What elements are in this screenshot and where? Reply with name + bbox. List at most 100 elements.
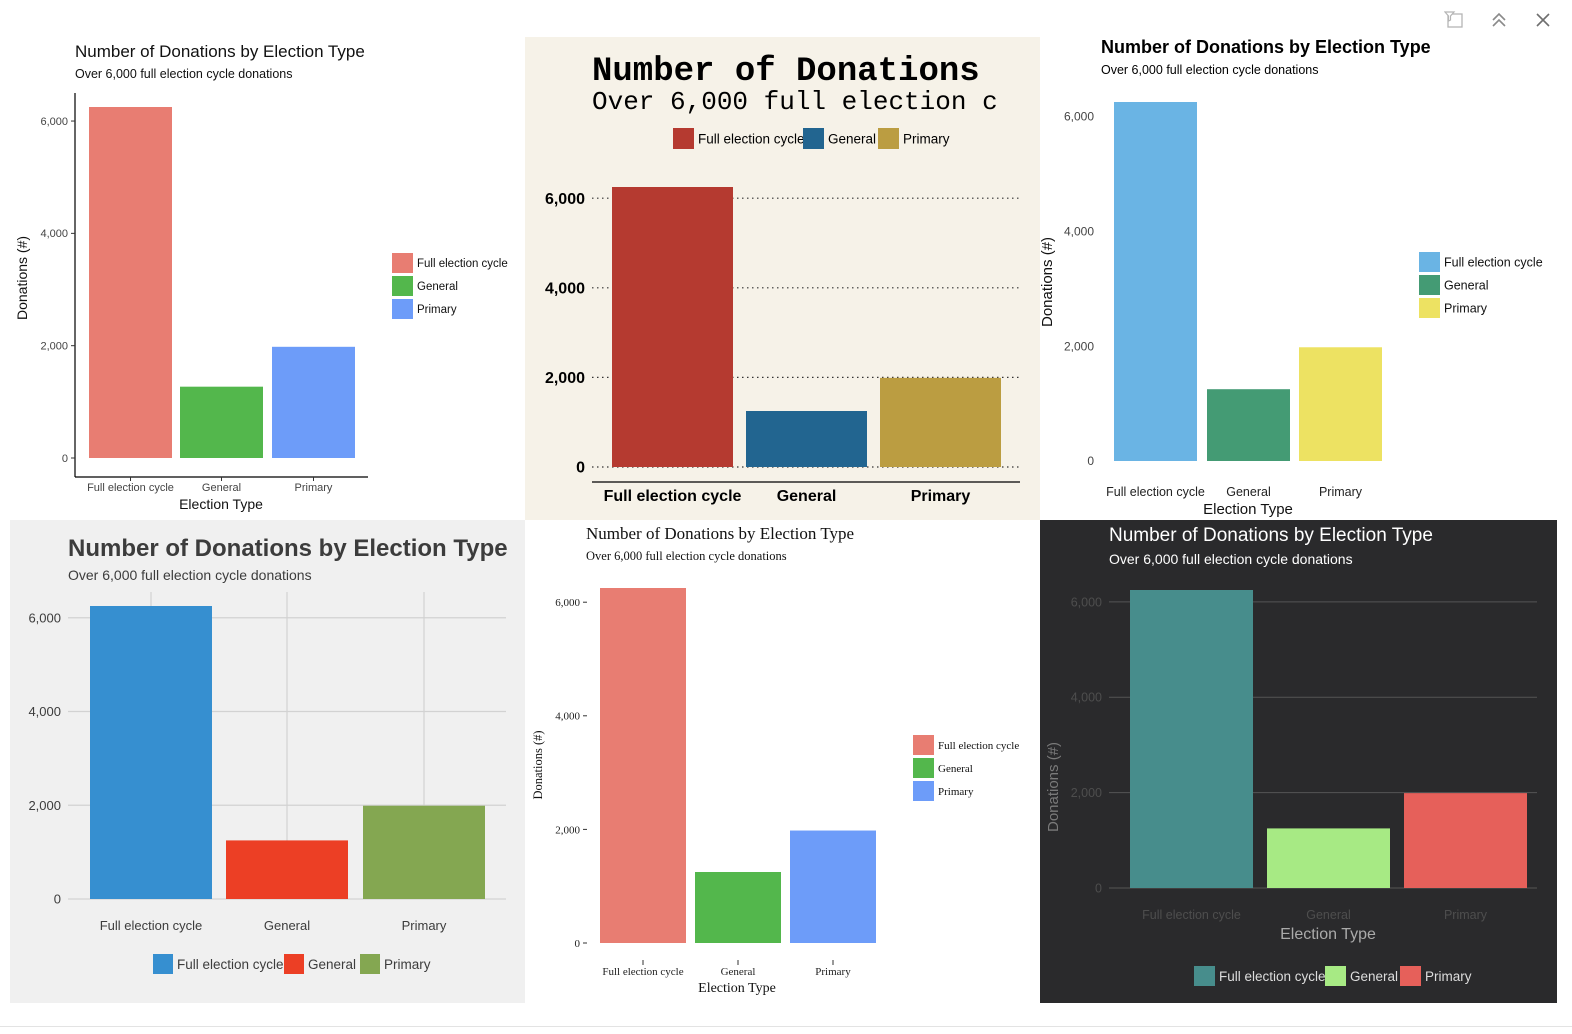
chart-svg: 0 2,000 4,000 6,000 Full election cycle Gener… xyxy=(525,37,1040,520)
y-tick-label: 6,000 xyxy=(1064,110,1094,124)
y-tick-label: 4,000 xyxy=(40,228,68,240)
x-tick-label: Primary xyxy=(911,488,971,505)
chart-subtitle: Over 6,000 full election cycle donations xyxy=(68,567,312,583)
x-tick-label: Full election cycle xyxy=(604,488,742,505)
legend-swatch xyxy=(1419,252,1440,272)
x-axis-label: Election Type xyxy=(1280,926,1376,943)
bar xyxy=(1267,828,1390,888)
y-tick-label: 4,000 xyxy=(555,711,580,723)
chart-subtitle: Over 6,000 full election cycle donations xyxy=(1101,63,1319,77)
y-tick-label: 6,000 xyxy=(545,191,585,208)
x-tick-label: General xyxy=(777,488,837,505)
bar xyxy=(880,377,1001,467)
y-tick-label: 2,000 xyxy=(1071,786,1102,800)
chart-svg: 0 2,000 4,000 6,000 Full election cycle Gener… xyxy=(1040,30,1572,520)
close-icon xyxy=(1536,13,1550,27)
x-tick-label: General xyxy=(721,966,756,978)
legend-label: Primary xyxy=(1425,969,1472,984)
y-tick-label: 0 xyxy=(575,938,581,950)
legend-swatch xyxy=(913,735,934,755)
y-tick-label: 4,000 xyxy=(1071,691,1102,705)
y-tick-label: 6,000 xyxy=(28,610,61,625)
y-tick-label: 0 xyxy=(1095,881,1102,895)
x-axis-label: Election Type xyxy=(698,981,776,996)
chart-classic: 0 2,000 4,000 6,000 Full election cycle Gener… xyxy=(0,30,525,520)
y-tick-label: 2,000 xyxy=(1064,339,1094,353)
bar xyxy=(1130,590,1253,888)
y-axis-label: Donations (#) xyxy=(1045,742,1062,832)
filter-icon xyxy=(1444,11,1463,28)
chart-tufte: 0 2,000 4,000 6,000 Full election cycle Gener… xyxy=(525,520,1040,1003)
close-button[interactable] xyxy=(1528,6,1558,34)
legend-label: General xyxy=(1444,279,1488,293)
bar xyxy=(1404,793,1527,888)
filter-button[interactable] xyxy=(1440,6,1470,34)
y-tick-label: 2,000 xyxy=(28,798,61,813)
legend-swatch xyxy=(284,954,304,974)
legend-swatch xyxy=(1419,275,1440,295)
legend-label: Primary xyxy=(1444,302,1488,316)
x-tick-label: Primary xyxy=(815,966,851,978)
legend-swatch xyxy=(1194,966,1215,986)
y-tick-label: 0 xyxy=(62,453,68,465)
x-tick-label: General xyxy=(202,482,241,494)
legend-swatch xyxy=(1400,966,1421,986)
bar xyxy=(89,107,172,458)
chart-subtitle: Over 6,000 full election cycle donations xyxy=(1109,551,1353,567)
legend-label: General xyxy=(1350,969,1398,984)
x-tick-label: Primary xyxy=(1319,485,1363,499)
legend-label: General xyxy=(308,957,356,972)
bar xyxy=(1207,389,1290,461)
x-tick-label: Full election cycle xyxy=(100,918,203,933)
legend-swatch xyxy=(673,128,694,149)
legend-swatch xyxy=(392,253,413,273)
y-tick-label: 6,000 xyxy=(555,597,580,609)
y-axis-label: Donations (#) xyxy=(14,236,30,320)
chart-title: Number of Donations by Election Type xyxy=(75,42,365,61)
chart-dark: 0 2,000 4,000 6,000 Full election cycle Gener… xyxy=(1040,520,1557,1003)
legend-swatch xyxy=(392,276,413,296)
legend-label: General xyxy=(417,281,458,293)
chart-svg: 0 2,000 4,000 6,000 Full election cycle Gener… xyxy=(525,520,1040,1003)
x-axis-label: Election Type xyxy=(179,496,263,512)
bar xyxy=(612,187,733,467)
y-tick-label: 2,000 xyxy=(40,341,68,353)
y-axis-label: Donations (#) xyxy=(531,730,545,799)
y-tick-label: 0 xyxy=(576,460,585,477)
y-tick-label: 2,000 xyxy=(545,370,585,387)
legend-label: Full election cycle xyxy=(417,258,508,270)
legend-label: Full election cycle xyxy=(938,740,1019,752)
bar xyxy=(363,805,485,899)
chart-svg: 0 2,000 4,000 6,000 Full election cycle Gener… xyxy=(1040,520,1557,1003)
bar xyxy=(90,606,212,899)
legend-swatch xyxy=(1325,966,1346,986)
legend-label: Primary xyxy=(417,304,457,316)
chevron-up-double-icon xyxy=(1492,12,1506,27)
chart-background xyxy=(1040,520,1557,1003)
y-axis-label: Donations (#) xyxy=(1040,237,1056,327)
y-tick-label: 4,000 xyxy=(1064,224,1094,238)
x-tick-label: Full election cycle xyxy=(602,966,683,978)
y-tick-label: 4,000 xyxy=(28,704,61,719)
legend-label: Full election cycle xyxy=(1219,969,1326,984)
legend-label: Full election cycle xyxy=(698,131,805,146)
legend-label: Full election cycle xyxy=(1444,256,1543,270)
x-tick-label: Primary xyxy=(402,918,447,933)
bar xyxy=(272,346,355,458)
chart-subtitle: Over 6,000 full election c xyxy=(592,87,998,117)
y-tick-label: 6,000 xyxy=(1071,595,1102,609)
bar xyxy=(695,872,781,943)
chart-title: Number of Donations by Election Type xyxy=(1101,37,1431,57)
chart-title: Number of Donations xyxy=(592,53,980,91)
chart-svg: 0 2,000 4,000 6,000 Full election cycle Gener… xyxy=(10,520,525,1003)
bar xyxy=(746,411,867,467)
collapse-button[interactable] xyxy=(1484,6,1514,34)
x-tick-label: General xyxy=(1226,485,1270,499)
legend-label: Primary xyxy=(384,957,431,972)
legend-swatch xyxy=(1419,298,1440,318)
legend-swatch xyxy=(153,954,173,974)
x-tick-label: Full election cycle xyxy=(1106,485,1205,499)
chart-title: Number of Donations by Election Type xyxy=(586,524,854,543)
chart-wsj: 0 2,000 4,000 6,000 Full election cycle Gener… xyxy=(525,37,1040,520)
legend-swatch xyxy=(913,781,934,801)
